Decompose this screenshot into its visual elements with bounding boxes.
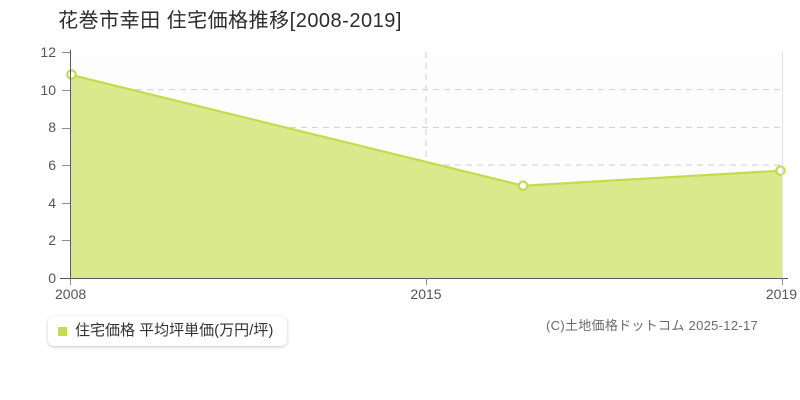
x-tick-mark [426,278,427,285]
plot-right-edge [782,52,783,278]
y-tick-label: 10 [40,82,56,98]
y-tick-label: 12 [40,44,56,60]
y-tick-mark [62,128,71,129]
plot-area [66,52,786,278]
y-tick-label: 0 [48,270,56,286]
x-tick-mark [70,278,71,285]
plot-svg [66,52,786,278]
y-tick-mark [62,203,71,204]
y-tick-label: 2 [48,232,56,248]
data-point-2015 [517,180,529,192]
data-point-2019 [775,165,786,176]
chart-legend[interactable]: 住宅価格 平均坪単価(万円/坪) [48,316,288,346]
legend-label: 住宅価格 平均坪単価(万円/坪) [75,322,274,339]
y-tick-label: 8 [48,119,56,135]
x-tick-label: 2019 [765,286,797,302]
legend-swatch-icon [58,326,67,336]
y-tick-mark [62,90,71,91]
x-tick-label: 2015 [410,286,442,302]
chart-title: 花巻市幸田 住宅価格推移[2008-2019] [58,10,402,32]
area-fill [70,74,782,278]
y-tick-label: 4 [48,195,56,211]
y-tick-mark [62,165,71,166]
y-axis-line [70,50,71,280]
x-tick-mark [782,278,783,285]
data-point-2008 [66,69,77,80]
x-tick-label: 2008 [55,286,87,302]
x-axis-line [60,278,788,279]
y-tick-label: 6 [48,157,56,173]
copyright-credit: (C)土地価格ドットコム 2025-12-17 [546,318,759,333]
y-tick-mark [62,240,71,241]
y-tick-mark [62,52,71,53]
